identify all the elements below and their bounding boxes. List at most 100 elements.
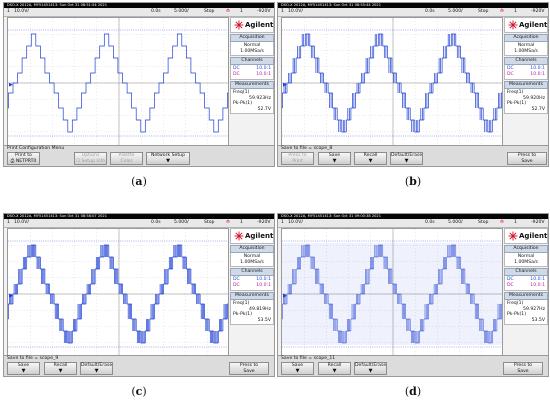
checkbox-icon: ☐ bbox=[75, 158, 81, 164]
recall-key[interactable]: Recall ▼ bbox=[318, 362, 351, 375]
channel-2-row: DC 10.0:1 bbox=[505, 283, 547, 289]
default-erase-key[interactable]: Default/Erase ▼ bbox=[354, 362, 387, 375]
ground-marker-icon: ▶ bbox=[283, 82, 287, 88]
title-text: DSO-X 2012A, MY51451413: Sun Oct 31 08:5… bbox=[7, 214, 108, 218]
brand-name: Agilent bbox=[245, 232, 274, 240]
ground-marker-icon: ▶ bbox=[9, 82, 13, 88]
key-label: Press to bbox=[239, 363, 259, 368]
trigger-channel: 1 bbox=[514, 220, 517, 225]
ground-marker-icon: ▶ bbox=[283, 293, 287, 299]
measurements-header: Measurements bbox=[230, 81, 274, 89]
default-erase-key[interactable]: Default/Erase ▼ bbox=[80, 362, 113, 375]
channel-1-coupling: DC bbox=[507, 277, 514, 282]
channels-header: Channels bbox=[230, 57, 274, 65]
title-bar: DSO-X 2012A, MY51451413: Sun Oct 31 08:5… bbox=[278, 3, 548, 8]
channel-2-probe: 10.0:1 bbox=[530, 72, 545, 77]
key-label: Network Setup bbox=[150, 153, 185, 158]
acquisition-mode: Normal bbox=[517, 43, 535, 48]
measurements-header: Measurements bbox=[504, 81, 548, 89]
recall-key[interactable]: Recall ▼ bbox=[354, 152, 387, 165]
channel-2-probe: 10.0:1 bbox=[530, 283, 545, 288]
scope-panel-d: DSO-X 2012A, MY51451413: Sun Oct 31 09:0… bbox=[277, 213, 549, 407]
freq-label: Freq(1) bbox=[233, 301, 250, 306]
brand-box: Agilent bbox=[230, 17, 274, 33]
brand-name: Agilent bbox=[519, 232, 548, 240]
default-erase-key[interactable]: Default/Erase ▼ bbox=[390, 152, 423, 165]
waveform-display: ▶ bbox=[7, 17, 229, 147]
save-key[interactable]: Save ▼ bbox=[281, 362, 314, 375]
key-label: Palette bbox=[118, 153, 135, 158]
scope-panel-a: DSO-X 2012A, MY51451413: Sun Oct 31 08:5… bbox=[3, 2, 275, 202]
freq-label: Freq(1) bbox=[507, 90, 524, 95]
acquisition-header: Acquisition bbox=[230, 34, 274, 42]
recall-key[interactable]: Recall ▼ bbox=[44, 362, 77, 375]
channel-1-probe: 10.0:1 bbox=[256, 277, 271, 282]
caption-letter: b bbox=[409, 175, 417, 188]
channel-1-row: DC 10.0:1 bbox=[231, 66, 273, 72]
press-to-save-key[interactable]: Press to Save bbox=[507, 152, 547, 165]
volts-per-div: 10.0V/ bbox=[14, 9, 29, 14]
measurements-body: Freq(1) 59.927Hz Pk-Pk(1) 53.5V bbox=[504, 300, 548, 325]
scope-panel-c: DSO-X 2012A, MY51451413: Sun Oct 31 08:5… bbox=[3, 213, 275, 407]
acquisition-body: Normal 1.00MSa/s bbox=[230, 42, 274, 56]
pkpk-label: Pk-Pk(1) bbox=[507, 312, 527, 317]
ground-marker-icon: ▶ bbox=[9, 293, 13, 299]
time-delay: 0.0s bbox=[151, 220, 161, 225]
agilent-spark-icon bbox=[508, 20, 518, 30]
acquisition-mode: Normal bbox=[243, 43, 261, 48]
freq-value: 49.819Hz bbox=[249, 306, 271, 312]
softkey-bar: Save to file = scope_11 Save ▼ Recall ▼ … bbox=[278, 355, 548, 376]
pkpk-label: Pk-Pk(1) bbox=[233, 101, 253, 106]
channel-1-coupling: DC bbox=[233, 277, 240, 282]
key-label: Press to bbox=[513, 363, 533, 368]
arrow-down-icon: ▼ bbox=[368, 367, 373, 374]
key-sublabel: Color bbox=[120, 158, 133, 164]
agilent-spark-icon bbox=[234, 231, 244, 241]
title-text: DSO-X 2012A, MY51451413: Sun Oct 31 08:5… bbox=[281, 3, 382, 7]
softkey-bar: Save to file = scope_8 Press to Print Sa… bbox=[278, 145, 548, 166]
softkey-bar: Save to file = scope_9 Save ▼ Recall ▼ D… bbox=[4, 355, 274, 376]
status-bar: 1 10.0V/ 0.0s 5.000/ Stop ⟰ 1 -920V bbox=[4, 8, 274, 17]
run-mode: Stop bbox=[478, 220, 489, 225]
print-to-key[interactable]: Print to ⎙ NETPRT0 bbox=[7, 152, 40, 165]
pkpk-value: 53.5V bbox=[531, 317, 545, 323]
options-key[interactable]: Options ☐ Setup Info bbox=[74, 152, 107, 165]
multilevel-voltage-trace bbox=[282, 244, 502, 344]
freq-value: 59.927Hz bbox=[523, 306, 545, 312]
status-bar: 1 10.0V/ 0.0s 5.000/ Stop ⟰ 1 -920V bbox=[278, 219, 548, 228]
status-bar: 1 10.0V/ 0.0s 5.000/ Stop ⟰ 1 -920V bbox=[4, 219, 274, 228]
channel-2-row: DC 10.0:1 bbox=[231, 283, 273, 289]
network-setup-key[interactable]: Network Setup ▼ bbox=[146, 152, 190, 165]
save-key[interactable]: Save ▼ bbox=[7, 362, 40, 375]
caption-letter: a bbox=[135, 175, 143, 188]
timebase: 5.000/ bbox=[174, 9, 189, 14]
side-panel: Agilent Acquisition Normal 1.00MSa/s Cha… bbox=[230, 228, 274, 368]
channel-2-coupling: DC bbox=[233, 283, 240, 288]
channel-number: 1 bbox=[281, 220, 284, 225]
measurements-body: Freq(1) 59.923Hz Pk-Pk(1) 52.7V bbox=[230, 89, 274, 114]
channels-body: DC 10.0:1 DC 10.0:1 bbox=[230, 65, 274, 80]
brand-name: Agilent bbox=[245, 21, 274, 29]
multilevel-voltage-trace bbox=[8, 33, 228, 133]
freq-value: 59.923Hz bbox=[249, 95, 271, 101]
acquisition-body: Normal 1.00MSa/s bbox=[504, 253, 548, 267]
timebase: 5.000/ bbox=[174, 220, 189, 225]
key-sublabel: NETPRT0 bbox=[15, 158, 37, 164]
trigger-channel: 1 bbox=[514, 9, 517, 14]
press-to-save-key[interactable]: Press to Save bbox=[229, 362, 269, 375]
menu-label: Print Configuration Menu bbox=[7, 146, 65, 151]
key-label: Default/Erase bbox=[391, 153, 423, 158]
title-text: DSO-X 2012A, MY51451413: Sun Oct 31 09:0… bbox=[281, 214, 382, 218]
acquisition-body: Normal 1.00MSa/s bbox=[504, 42, 548, 56]
press-to-print-key[interactable]: Press to Print bbox=[281, 152, 314, 165]
palette-key[interactable]: Palette Color bbox=[110, 152, 143, 165]
time-delay: 0.0s bbox=[425, 220, 435, 225]
save-key[interactable]: Save ▼ bbox=[318, 152, 351, 165]
sample-rate: 1.00MSa/s bbox=[514, 48, 538, 54]
trigger-icon: ⟰ bbox=[500, 9, 504, 14]
press-to-save-key[interactable]: Press to Save bbox=[503, 362, 543, 375]
trigger-level: -920V bbox=[531, 220, 545, 225]
run-mode: Stop bbox=[478, 9, 489, 14]
timebase: 5.000/ bbox=[448, 9, 463, 14]
arrow-down-icon: ▼ bbox=[404, 157, 409, 164]
